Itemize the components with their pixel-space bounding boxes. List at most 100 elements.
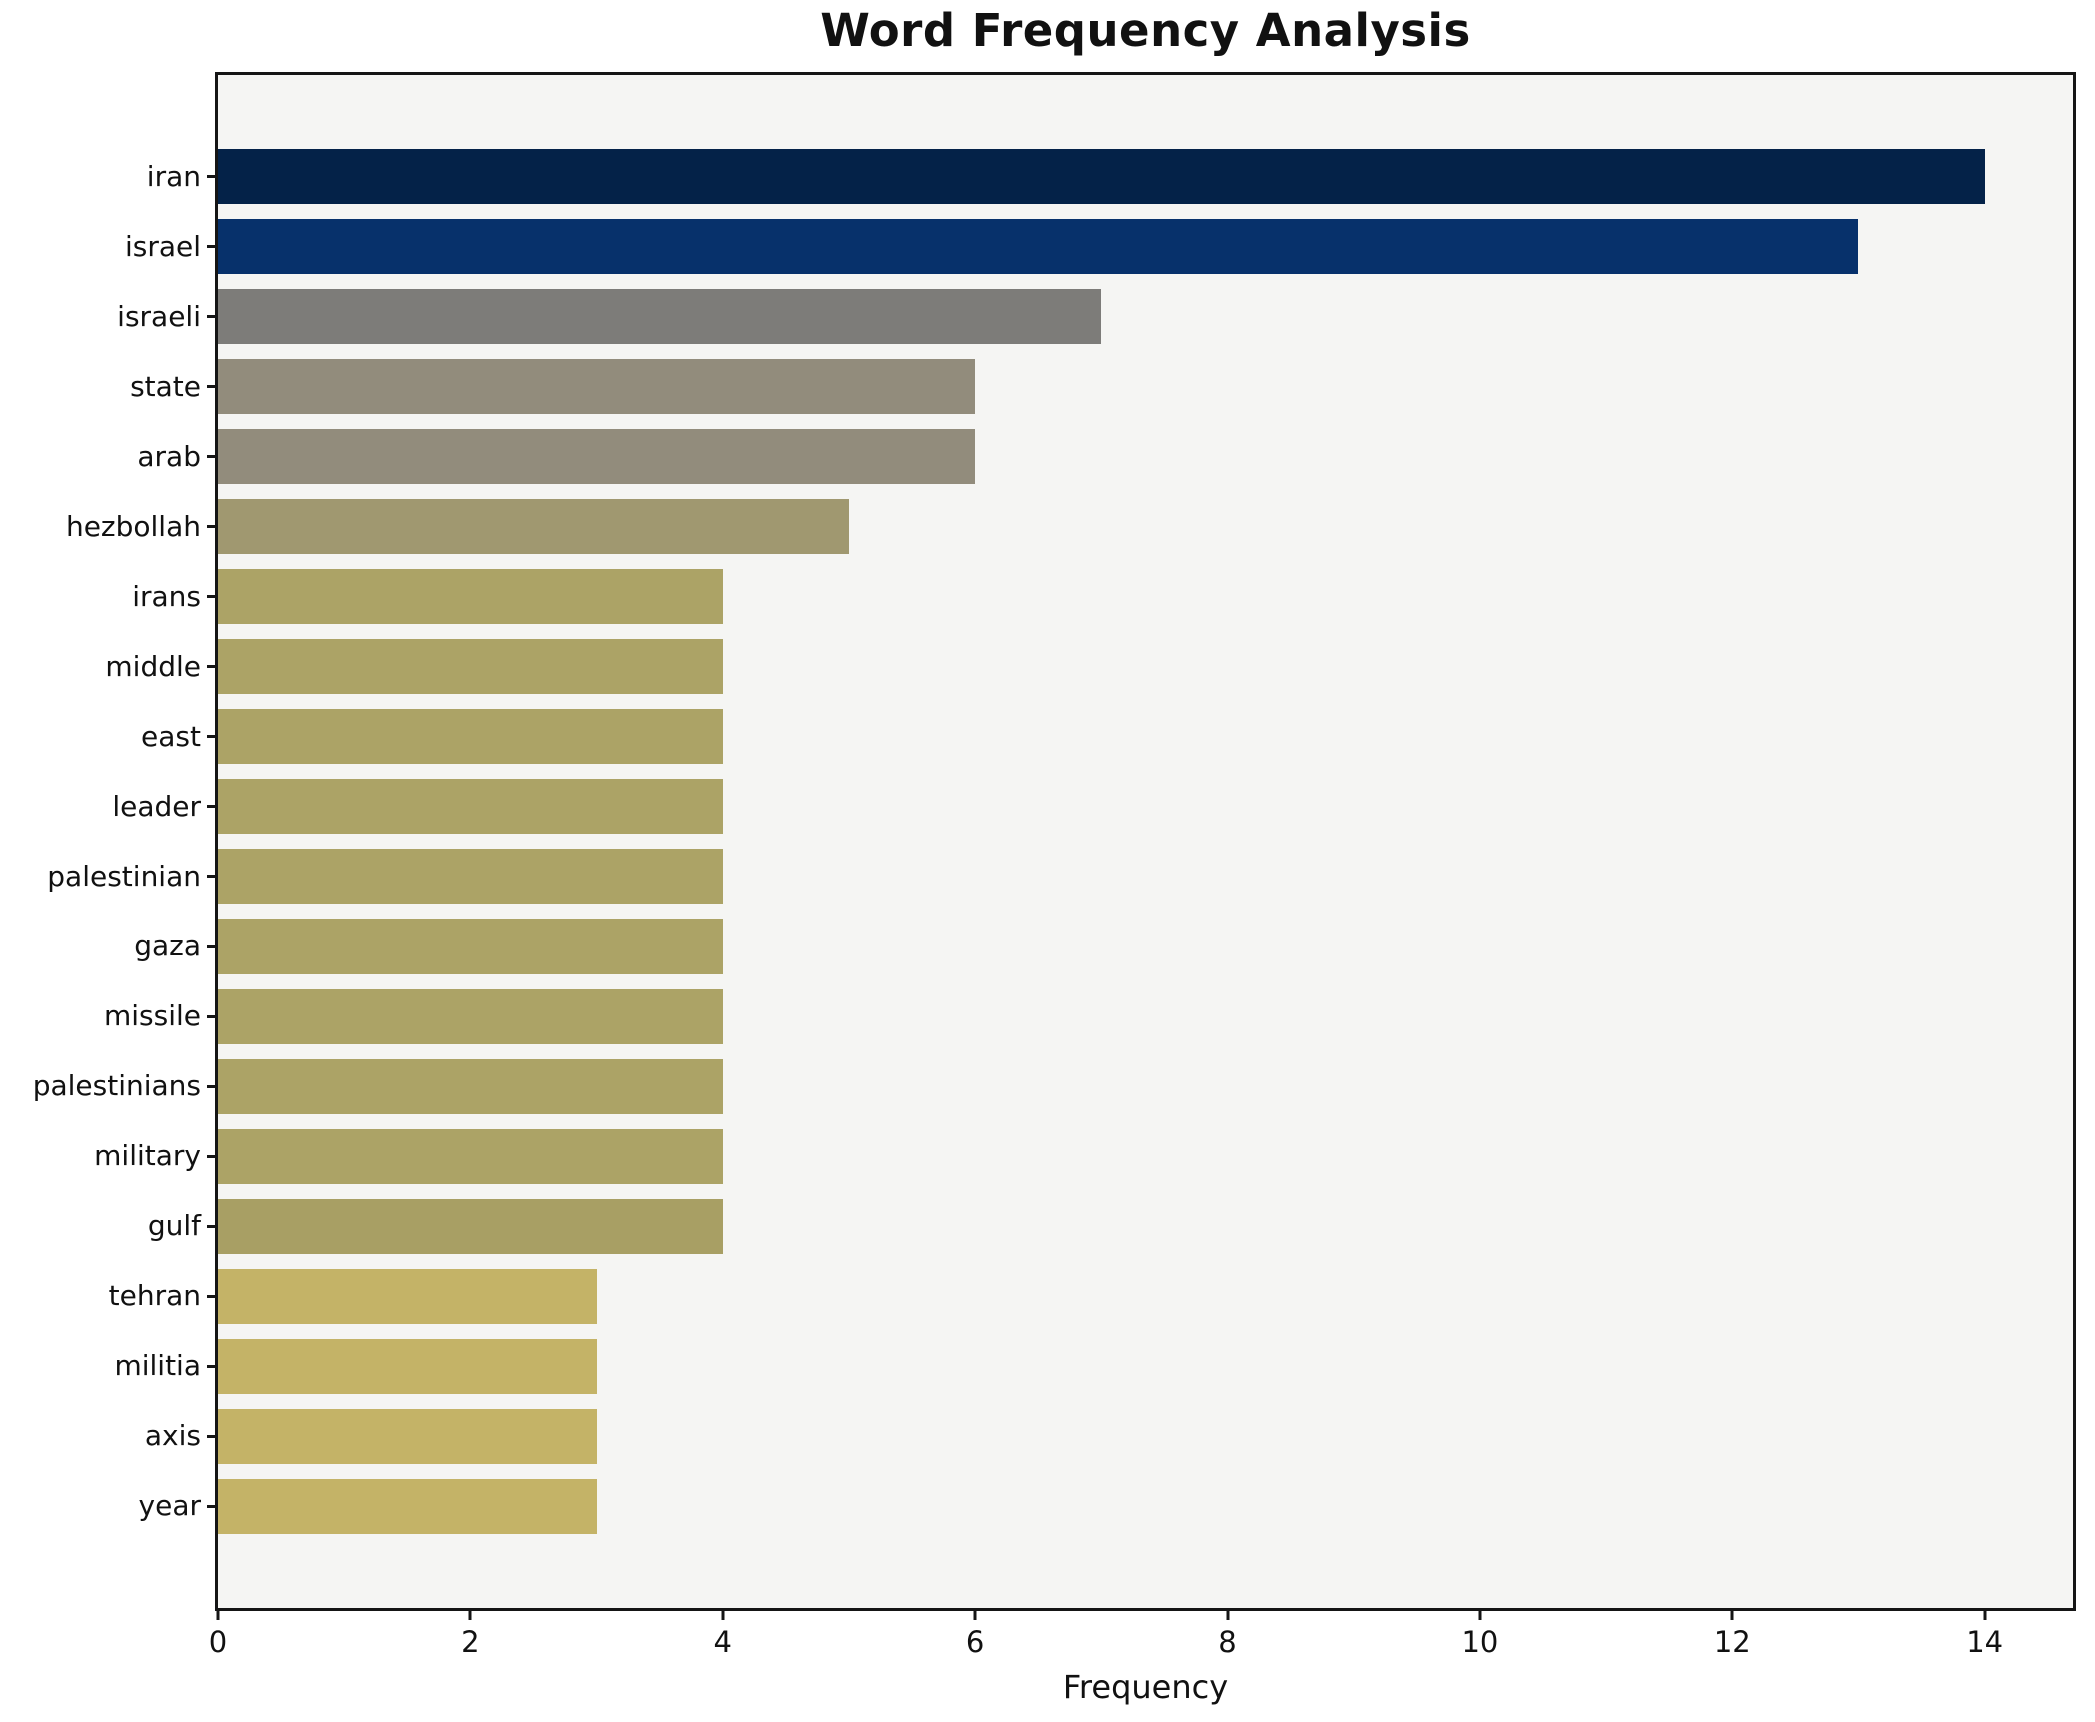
y-tick-label: irans [132, 579, 201, 613]
bar-israel [218, 219, 1859, 275]
y-tick-mark [207, 385, 215, 389]
y-tick-mark [207, 665, 215, 669]
bar-row-hezbollah: hezbollah [66, 492, 2073, 562]
bar-row-missile: missile [104, 981, 2073, 1051]
bar-year [218, 1478, 597, 1534]
y-tick-label: axis [144, 1419, 201, 1453]
bar-middle [218, 639, 723, 695]
y-tick-mark [207, 735, 215, 739]
y-tick-label: hezbollah [65, 509, 201, 543]
bar-axis [218, 1408, 597, 1464]
bar-palestinian [218, 849, 723, 904]
x-tick-mark [721, 1608, 725, 1620]
x-axis-label: Frequency [1062, 1668, 1229, 1706]
y-tick-label: palestinian [47, 859, 201, 893]
x-tick-mark [1226, 1608, 1230, 1620]
bar-militia [218, 1338, 597, 1394]
bar-row-axis: axis [145, 1401, 2073, 1471]
y-tick-mark [207, 1364, 215, 1368]
bar-row-gaza: gaza [134, 911, 2073, 981]
y-tick-label: middle [105, 649, 201, 683]
x-tick-mark [1983, 1608, 1987, 1620]
bar-row-military: military [94, 1121, 2073, 1191]
bar-row-east: east [141, 702, 2073, 772]
y-tick-mark [207, 245, 215, 249]
y-tick-mark [207, 1434, 215, 1438]
y-tick-mark [207, 875, 215, 878]
y-tick-mark [207, 455, 215, 459]
x-tick-label: 2 [461, 1625, 480, 1659]
bar-row-arab: arab [137, 422, 2073, 492]
bar-row-israeli: israeli [117, 282, 2073, 352]
y-tick-label: tehran [108, 1279, 201, 1313]
y-tick-mark [207, 944, 215, 948]
bar-row-militia: militia [114, 1331, 2073, 1401]
y-tick-label: iran [146, 159, 201, 193]
y-tick-mark [207, 315, 215, 319]
bar-row-gulf: gulf [148, 1191, 2073, 1261]
x-tick-mark [468, 1608, 472, 1620]
y-tick-mark [207, 1294, 215, 1298]
bar-tehran [218, 1268, 597, 1324]
bar-leader [218, 779, 723, 835]
y-tick-mark [207, 1084, 215, 1088]
y-tick-mark [207, 1014, 215, 1018]
bar-gulf [218, 1198, 723, 1254]
y-tick-label: gaza [134, 929, 201, 963]
x-tick-mark [973, 1608, 977, 1620]
bar-row-middle: middle [105, 632, 2073, 702]
chart-title: Word Frequency Analysis [820, 4, 1471, 57]
bar-row-palestinian: palestinian [47, 842, 2073, 912]
x-tick-mark [1478, 1608, 1482, 1620]
x-tick-mark [1730, 1608, 1734, 1620]
bar-iran [218, 149, 1985, 205]
bar-missile [218, 988, 723, 1044]
bar-row-year: year [139, 1471, 2073, 1541]
bar-israeli [218, 289, 1102, 345]
y-tick-label: arab [137, 439, 201, 473]
y-tick-label: leader [112, 789, 201, 823]
x-tick-label: 12 [1713, 1625, 1751, 1659]
plot-area: iran israel israeli state arab hezbollah irans… [33, 72, 2076, 1657]
bar-row-leader: leader [112, 772, 2073, 842]
y-tick-mark [207, 525, 215, 529]
y-tick-mark [207, 1224, 215, 1228]
x-tick-label: 14 [1966, 1625, 2004, 1659]
y-tick-label: palestinians [32, 1069, 201, 1103]
y-tick-label: east [141, 719, 201, 753]
y-tick-label: gulf [147, 1209, 201, 1243]
bar-row-state: state [130, 352, 2073, 422]
y-tick-label: israeli [117, 299, 201, 333]
x-tick-label: 8 [1218, 1625, 1237, 1659]
x-tick-mark [216, 1608, 220, 1620]
x-tick-label: 4 [713, 1625, 732, 1659]
y-tick-label: militia [114, 1349, 201, 1383]
y-tick-label: year [138, 1489, 201, 1523]
bar-military [218, 1128, 723, 1184]
x-tick-label: 0 [208, 1625, 228, 1659]
bars-container: iran israel israeli state arab hezbollah irans… [33, 75, 2073, 1608]
bar-row-tehran: tehran [109, 1261, 2073, 1331]
bar-east [218, 709, 723, 765]
bar-gaza [218, 918, 723, 974]
bar-row-palestinians: palestinians [33, 1051, 2073, 1121]
y-tick-mark [207, 175, 215, 179]
bar-row-iran: iran [147, 142, 2073, 212]
y-tick-label: military [94, 1139, 201, 1173]
x-tick-label: 6 [965, 1625, 985, 1659]
y-tick-mark [207, 1154, 215, 1158]
bar-arab [218, 429, 976, 485]
y-tick-mark [207, 805, 215, 809]
y-tick-label: missile [103, 999, 201, 1033]
bar-row-irans: irans [132, 562, 2073, 632]
y-tick-label: israel [124, 229, 201, 263]
y-tick-mark [207, 1504, 215, 1508]
y-tick-label: state [130, 369, 201, 403]
x-tick-label: 10 [1461, 1625, 1499, 1659]
bar-palestinians [218, 1058, 723, 1114]
bar-state [218, 359, 976, 415]
bar-row-israel: israel [125, 212, 2073, 282]
y-tick-mark [207, 595, 215, 599]
bar-hezbollah [218, 499, 849, 555]
